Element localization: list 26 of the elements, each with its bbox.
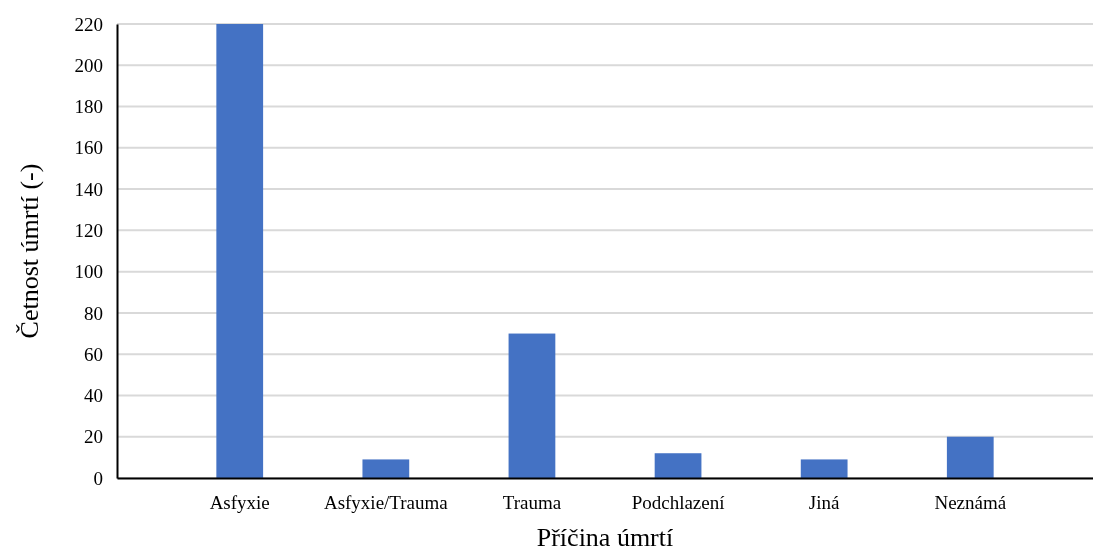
bar <box>946 436 994 478</box>
y-tick-label: 40 <box>84 385 103 407</box>
y-tick-label: 80 <box>84 302 103 324</box>
y-tick-label: 220 <box>74 13 103 35</box>
x-tick-label: Asfyxie/Trauma <box>323 492 449 514</box>
y-tick-label: 20 <box>84 426 103 448</box>
y-axis-title: Četnost úmrtí (-) <box>15 163 44 339</box>
y-tick-label: 140 <box>74 178 103 200</box>
y-tick-label: 180 <box>74 96 103 118</box>
x-axis-title: Příčina úmrtí <box>536 523 674 552</box>
bar <box>362 459 410 478</box>
y-tick-label: 60 <box>84 343 103 365</box>
y-tick-label: 200 <box>74 54 103 76</box>
bar <box>508 333 556 478</box>
x-tick-label: Podchlazení <box>631 492 726 514</box>
x-tick-label: Neznámá <box>934 492 1007 514</box>
x-tick-label: Trauma <box>502 492 562 514</box>
y-tick-label: 120 <box>74 219 103 241</box>
bar <box>216 24 264 478</box>
y-tick-label: 0 <box>93 467 103 489</box>
y-tick-label: 160 <box>74 137 103 159</box>
bar <box>654 453 702 478</box>
x-tick-label: Asfyxie <box>209 492 270 514</box>
bar <box>800 459 848 478</box>
y-tick-label: 100 <box>74 261 103 283</box>
x-tick-label: Jiná <box>808 492 841 514</box>
